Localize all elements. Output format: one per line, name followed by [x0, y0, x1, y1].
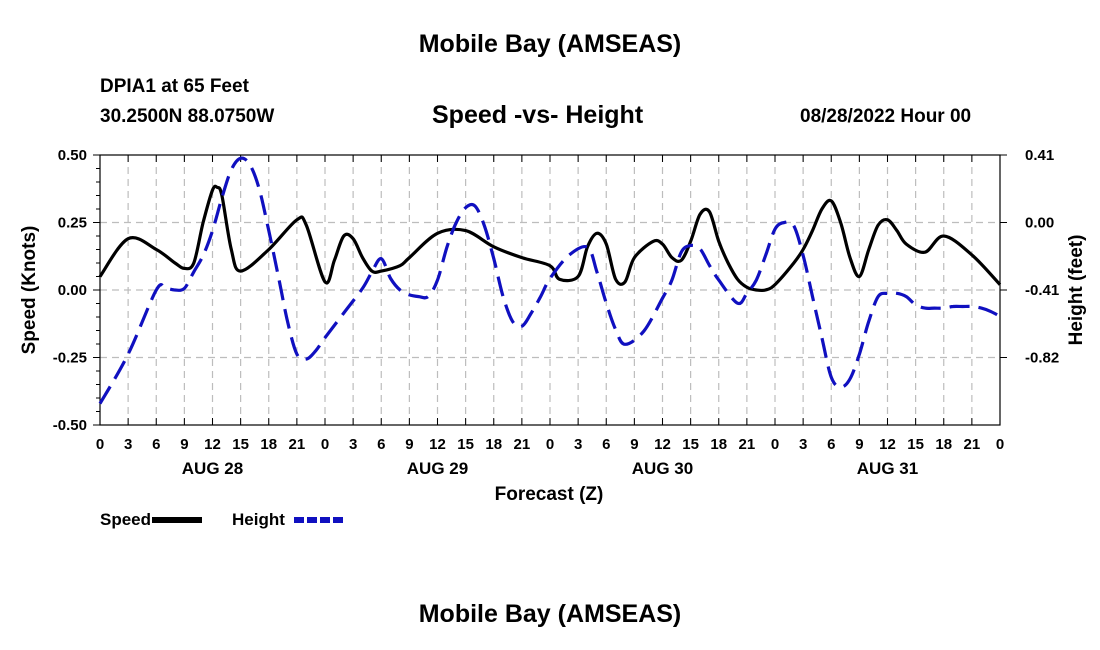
legend-label-speed: Speed	[100, 510, 151, 529]
series-line-speed	[98, 184, 1002, 293]
y2-axis-title: Height (feet)	[1066, 235, 1087, 346]
station-coordinates: 30.2500N 88.0750W	[100, 106, 275, 127]
x-tick-label: 6	[827, 436, 835, 453]
x-tick-label: 15	[232, 436, 249, 453]
x-tick-label: 6	[152, 436, 160, 453]
x-tick-label: 21	[739, 436, 756, 453]
y-tick-label: -0.25	[53, 350, 87, 367]
x-tick-label: 15	[682, 436, 699, 453]
x-tick-label: 6	[602, 436, 610, 453]
y-tick-label: 0.50	[58, 147, 87, 164]
y2-tick-label: 0.00	[1025, 215, 1054, 232]
x-tick-label: 3	[799, 436, 807, 453]
chart-title: Speed -vs- Height	[432, 101, 644, 129]
y2-tick-label: 0.41	[1025, 147, 1054, 164]
x-tick-label: 9	[180, 436, 188, 453]
x-tick-label: 9	[855, 436, 863, 453]
x-tick-label: 12	[654, 436, 671, 453]
x-tick-label: 21	[964, 436, 981, 453]
x-tick-label: 15	[907, 436, 924, 453]
y-tick-label: -0.50	[53, 417, 87, 434]
legend: Speed Height	[100, 510, 344, 529]
x-tick-label: 6	[377, 436, 385, 453]
date-label: AUG 28	[182, 459, 243, 478]
series-line-height	[98, 156, 1001, 405]
x-tick-label: 18	[260, 436, 277, 453]
grid-lines	[100, 155, 1000, 425]
station-label: DPIA1 at 65 Feet	[100, 76, 249, 97]
x-tick-label: 12	[429, 436, 446, 453]
y-axis-title: Speed (Knots)	[19, 226, 40, 355]
x-tick-label: 0	[321, 436, 329, 453]
x-tick-label: 0	[771, 436, 779, 453]
page-title: Mobile Bay (AMSEAS)	[418, 30, 682, 58]
x-tick-label: 0	[96, 436, 104, 453]
y-tick-label: 0.00	[58, 282, 87, 299]
y2-tick-label: -0.41	[1025, 282, 1059, 299]
x-tick-label: 3	[574, 436, 582, 453]
x-tick-label: 15	[457, 436, 474, 453]
x-tick-label: 18	[935, 436, 952, 453]
x-tick-label: 0	[546, 436, 554, 453]
footer-title: Mobile Bay (AMSEAS)	[418, 600, 682, 628]
y-tick-label: 0.25	[58, 215, 87, 232]
x-tick-label: 0	[996, 436, 1004, 453]
y2-tick-label: -0.82	[1025, 350, 1059, 367]
series-layer	[98, 156, 1002, 405]
x-tick-label: 18	[710, 436, 727, 453]
plot-frame	[99, 154, 1001, 426]
x-tick-label: 9	[630, 436, 638, 453]
x-tick-label: 3	[349, 436, 357, 453]
x-tick-label: 9	[405, 436, 413, 453]
x-tick-label: 21	[289, 436, 306, 453]
x-tick-label: 21	[514, 436, 531, 453]
date-label: AUG 31	[857, 459, 918, 478]
x-tick-label: 18	[485, 436, 502, 453]
forecast-timestamp: 08/28/2022 Hour 00	[800, 106, 972, 127]
axis-labels: 0 3 6 9 12 15 18 21 0 3 6 9 12 15 18 21 0 3 6 9 12 15 18 21 0 3 6 9…	[53, 147, 1059, 478]
x-tick-label: 12	[879, 436, 896, 453]
x-tick-label: 3	[124, 436, 132, 453]
x-tick-label: 12	[204, 436, 221, 453]
legend-label-height: Height	[232, 510, 285, 529]
date-label: AUG 29	[407, 459, 468, 478]
date-label: AUG 30	[632, 459, 693, 478]
x-axis-title: Forecast (Z)	[495, 484, 604, 505]
